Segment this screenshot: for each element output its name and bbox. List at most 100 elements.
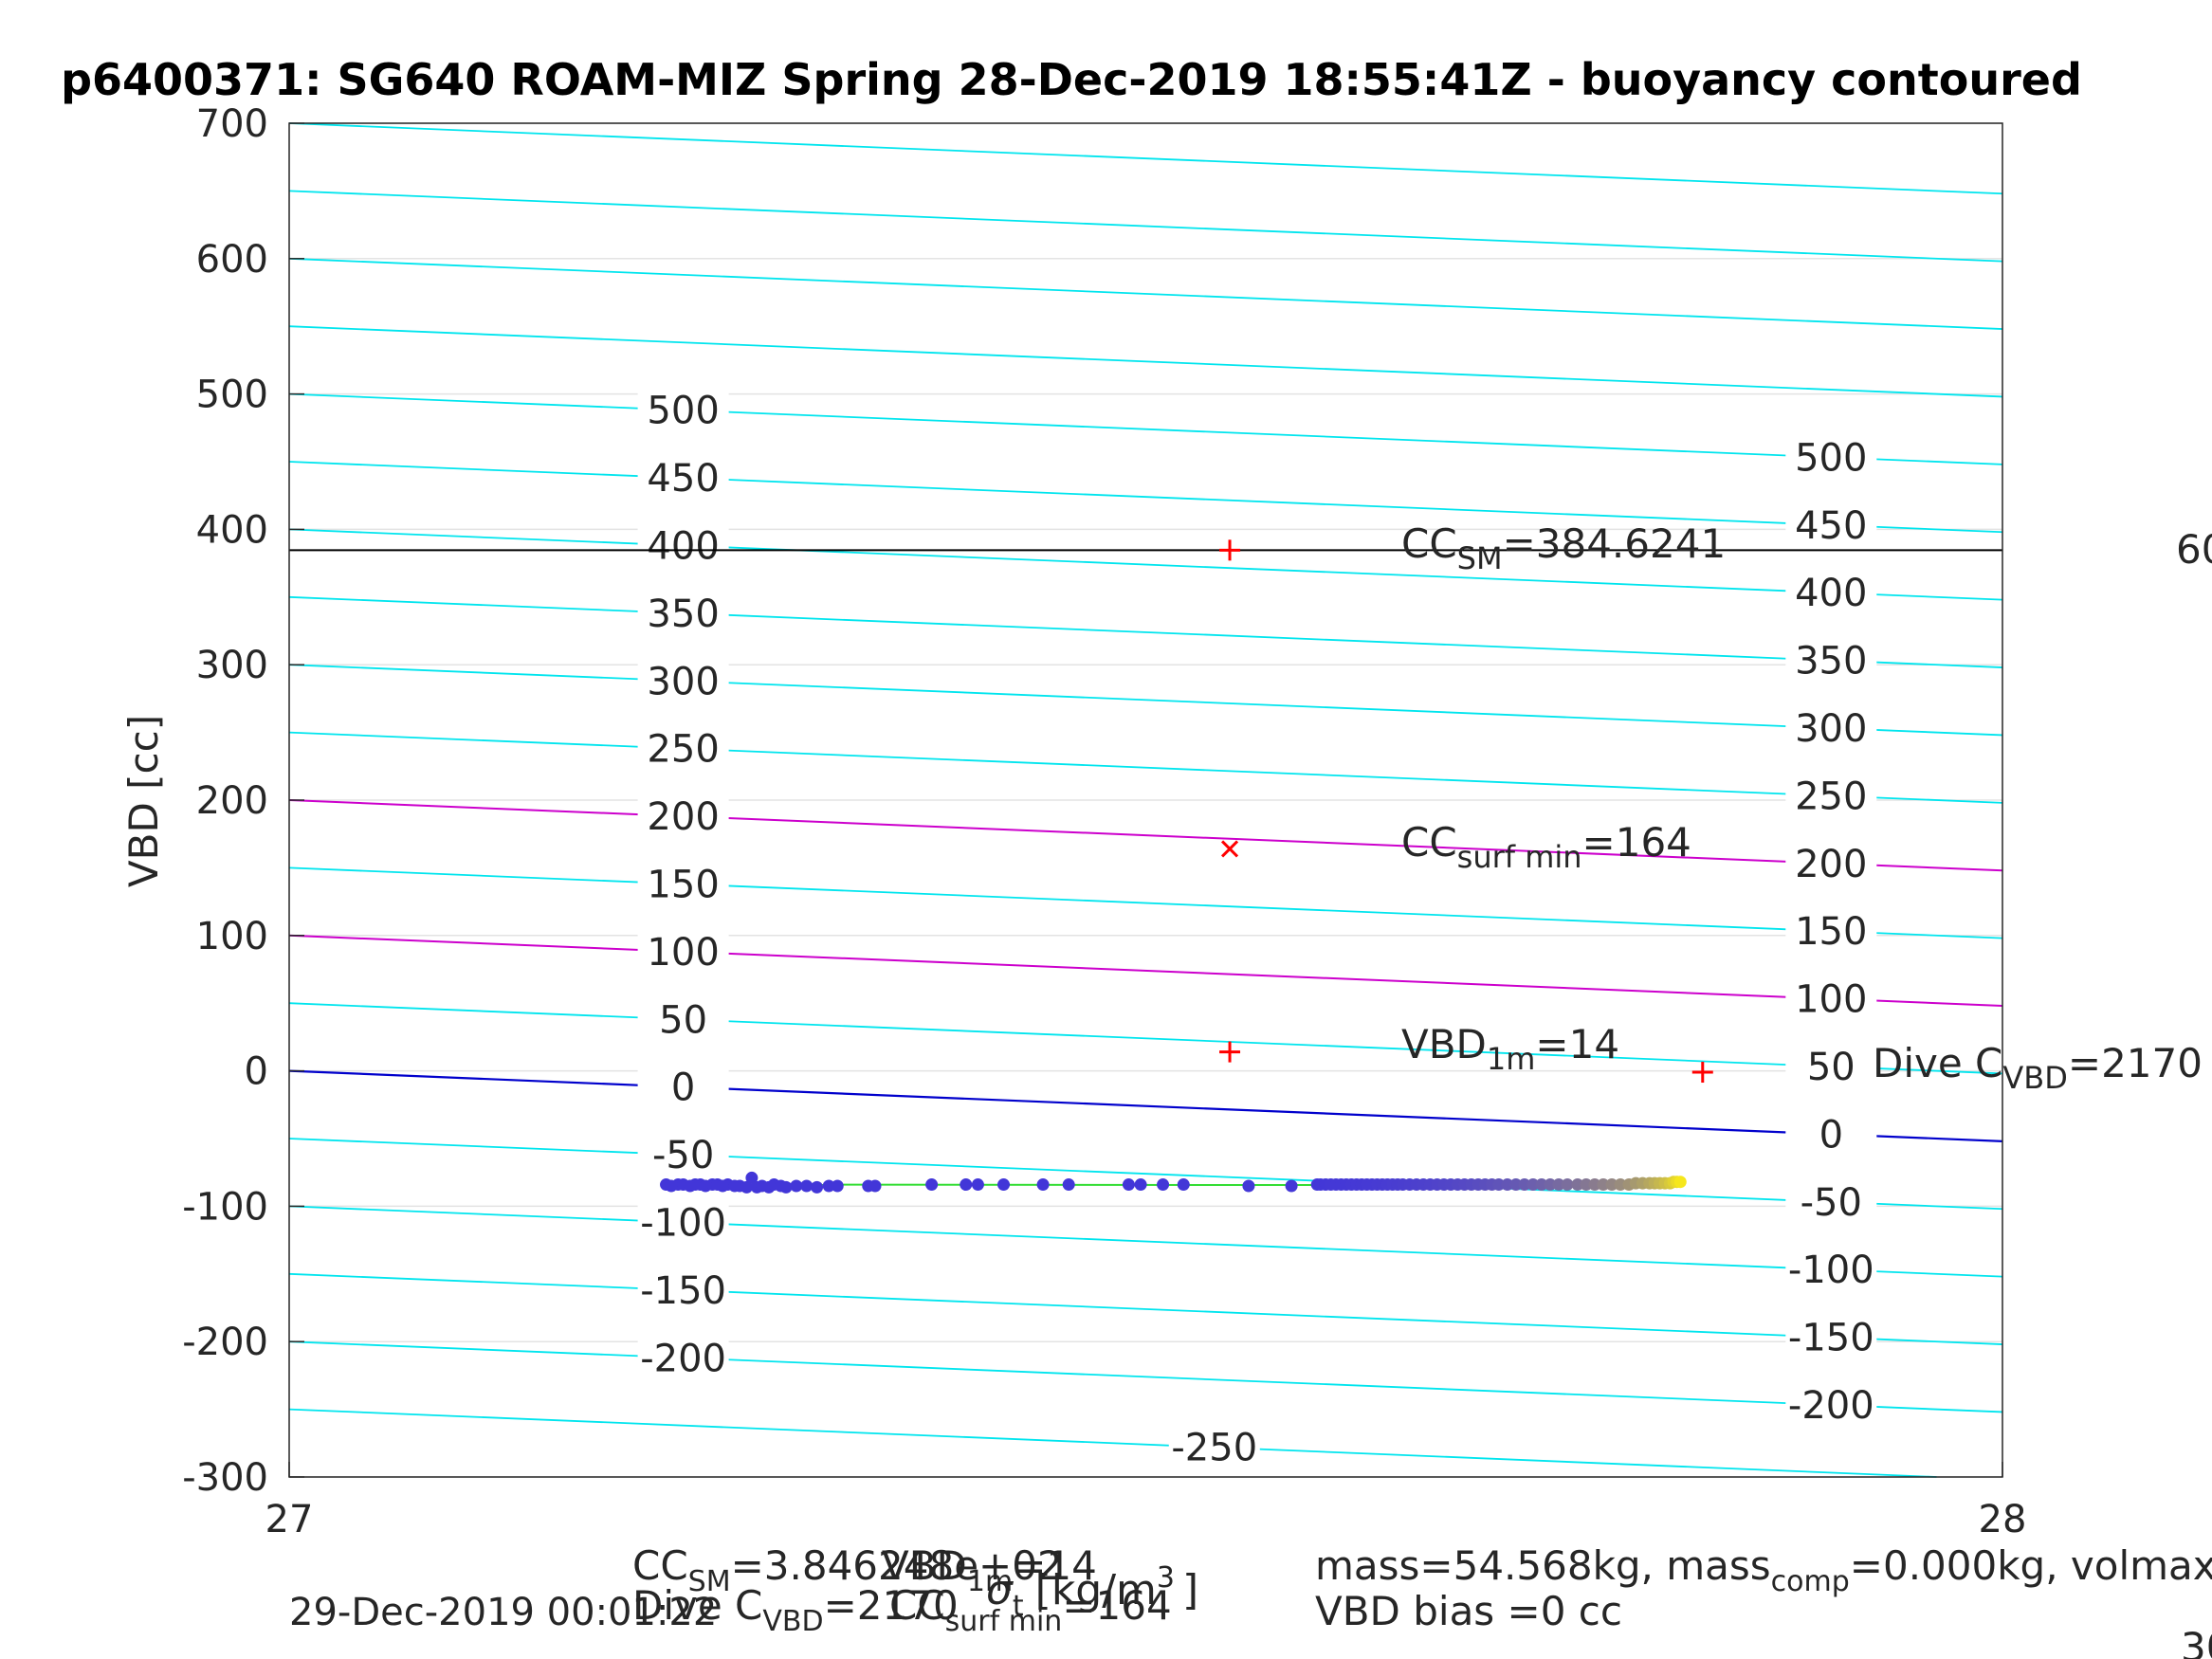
- marker-cc-surf-min: [1220, 840, 1239, 858]
- contour-label: -100: [1788, 1249, 1874, 1292]
- x-axis-label-sub: t: [1013, 1590, 1024, 1623]
- scatter-point: [1552, 1178, 1565, 1192]
- contour-line: [288, 392, 2003, 465]
- footer-dive-cvbd: Dive CVBD=2170: [632, 1582, 959, 1638]
- footer-cc-surf-min-value: =164: [1062, 1582, 1171, 1629]
- footer-cc-sm-main: CC: [632, 1542, 688, 1589]
- scatter-point: [800, 1179, 814, 1193]
- y-tick-label: 100: [196, 915, 268, 958]
- footer-cc-surf-min-sub: surf min: [945, 1605, 1063, 1638]
- x-axis-label: σt [kg/m3]: [986, 1561, 1198, 1623]
- contour-label: 400: [1795, 572, 1867, 615]
- x-axis-label-symbol: σ: [986, 1566, 1014, 1614]
- contour-label: 200: [647, 795, 719, 839]
- footer-vbd-1m: VBD1m=14: [882, 1542, 1097, 1598]
- scatter-point: [1157, 1178, 1170, 1192]
- contour-label: 300: [647, 660, 719, 703]
- contour-label-bg: [1785, 842, 1877, 881]
- scatter-point: [1571, 1178, 1584, 1192]
- annotation-cc-sm-value: =384.6241: [1503, 520, 1727, 567]
- x-tick-label: 27: [265, 1498, 314, 1541]
- annotation-vbd-1m-sub: 1m: [1487, 1041, 1536, 1077]
- scatter-point: [1062, 1178, 1075, 1192]
- contour-label-bg: [1785, 707, 1877, 746]
- scatter-point: [822, 1179, 835, 1193]
- contour-label-bg: [1785, 1249, 1877, 1287]
- footer-vbd-1m-sub: 1m: [967, 1565, 1013, 1598]
- scatter-points: [660, 1171, 1687, 1194]
- annotation-bottom-right-edge: 30: [2181, 1624, 2212, 1659]
- footer-timestamp: 29-Dec-2019 00:01:22: [289, 1591, 717, 1634]
- contour-line: [288, 1205, 2003, 1278]
- contour-line: [288, 528, 2003, 601]
- contour-label-bg: [1785, 1046, 1877, 1085]
- scatter-point: [740, 1180, 753, 1194]
- contour-label-bg: [1785, 977, 1877, 1016]
- contour-label-bg: [637, 1134, 729, 1173]
- contour-line: [288, 934, 2003, 1008]
- scatter-point: [1492, 1178, 1506, 1192]
- annotation-dive-cvbd-sub: VBD: [2002, 1060, 2067, 1096]
- scatter-point: [1544, 1178, 1557, 1192]
- contour-line: [288, 595, 2003, 668]
- scatter-point: [1036, 1178, 1050, 1192]
- contour-label: 200: [1795, 843, 1867, 886]
- footer-mass: mass=54.568kg, masscomp=0.000kg, volmax: [1315, 1542, 2212, 1598]
- annotation-cc-sm: CCSM=384.6241: [1401, 520, 1726, 576]
- y-tick-label: 700: [196, 102, 268, 146]
- contour-line: [288, 257, 2003, 330]
- x-tick-label: 28: [1979, 1498, 2027, 1541]
- footer-cc-sm-sub: SM: [688, 1565, 731, 1598]
- contour-line: [288, 1408, 1937, 1478]
- contour-label: 150: [647, 863, 719, 906]
- contour-line: [288, 325, 2003, 398]
- footer-dive-cvbd-value: =2170: [824, 1582, 959, 1629]
- contour-line: [288, 799, 2003, 872]
- scatter-point: [790, 1179, 803, 1193]
- contour-labels: -200 -150 -100 -50 0 50 100 150 200 250 300 350 400 4…: [637, 389, 1877, 1470]
- contour-label: 350: [1795, 640, 1867, 684]
- marker-dive-c-vbd: [1691, 1062, 1713, 1084]
- annotation-dive-cvbd: Dive CVBD=2170: [1873, 1040, 2203, 1096]
- marker-stroke: [1220, 840, 1239, 858]
- contour-label-bg: [637, 930, 729, 969]
- scatter-point: [831, 1179, 844, 1193]
- contour-line: [288, 122, 2003, 195]
- x-axis-label-close: ]: [1182, 1566, 1198, 1614]
- footer-vbd-1m-value: =14: [1013, 1542, 1097, 1589]
- scatter-point: [1526, 1178, 1540, 1192]
- footer-vbd-bias: VBD bias =0 cc: [1315, 1588, 1622, 1634]
- annotation-cc-surf-min-main: CC: [1401, 819, 1457, 866]
- contour-line: [288, 1340, 2003, 1413]
- scatter-point: [1535, 1178, 1548, 1192]
- contour-label: -150: [640, 1269, 726, 1313]
- contour-lines: [288, 122, 2003, 1478]
- annotation-cc-sm-main: CC: [1401, 520, 1457, 567]
- contour-label-bg: [1168, 1426, 1260, 1465]
- contour-label: 50: [1807, 1046, 1856, 1089]
- footer-cc-surf-min: CCsurf min=164: [889, 1582, 1172, 1638]
- annotation-dive-cvbd-main: Dive C: [1873, 1040, 2002, 1086]
- footer-mass-sub: comp: [1771, 1565, 1850, 1598]
- contour-label: -200: [640, 1337, 726, 1380]
- contour-label: 450: [1795, 504, 1867, 548]
- scatter-point: [997, 1178, 1011, 1192]
- footer-dive-cvbd-sub: VBD: [762, 1605, 823, 1638]
- contour-label: 250: [1795, 775, 1867, 818]
- annotation-vbd-1m-value: =14: [1535, 1021, 1619, 1067]
- chart-title: p6400371: SG640 ROAM-MIZ Spring 28-Dec-2…: [61, 54, 2082, 105]
- y-tick-label: 0: [245, 1050, 268, 1094]
- annotation-cc-surf-min-sub: surf min: [1457, 839, 1582, 875]
- contour-label-bg: [1785, 639, 1877, 678]
- annotation-dive-cvbd-value: =2170: [2068, 1040, 2203, 1086]
- y-tick-label: 500: [196, 374, 268, 417]
- y-tick-label: 200: [196, 779, 268, 823]
- y-tick-label: 300: [196, 644, 268, 687]
- contour-label: 150: [1795, 910, 1867, 954]
- contour-label: 500: [1795, 436, 1867, 480]
- footer-cc-sm: CCSM=3.846248e+02: [632, 1542, 1063, 1598]
- contour-label: 300: [1795, 707, 1867, 751]
- scatter-point: [1509, 1178, 1523, 1192]
